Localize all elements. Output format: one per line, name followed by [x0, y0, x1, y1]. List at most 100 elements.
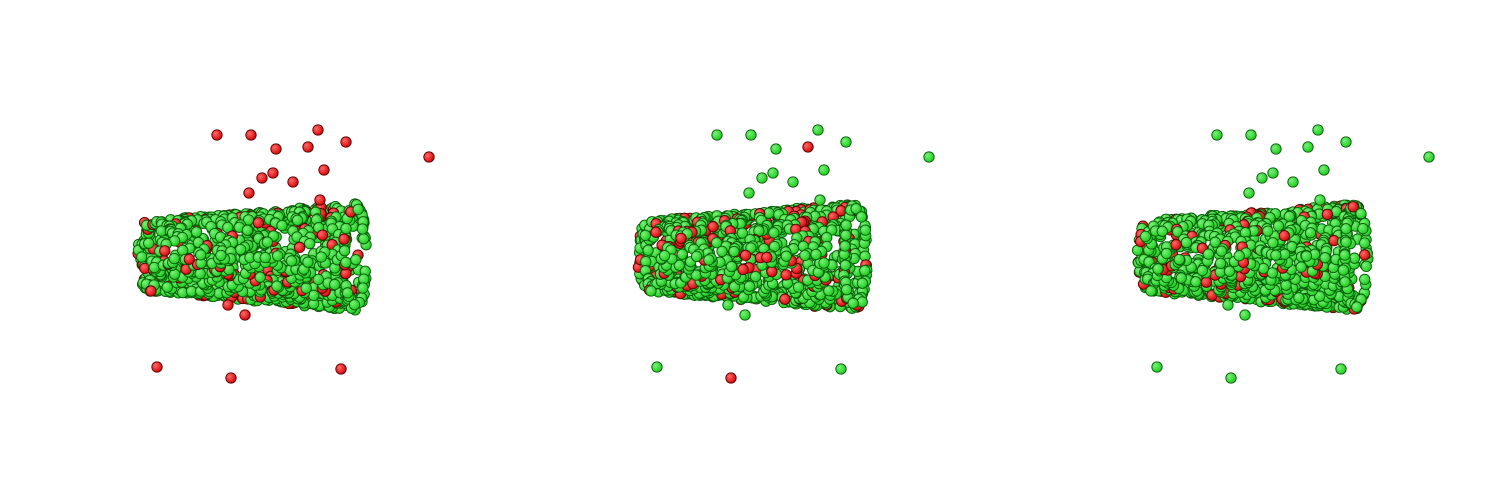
green-point: [358, 233, 370, 245]
green-point: [1266, 267, 1279, 279]
green-point: [341, 287, 354, 299]
green-point: [1160, 247, 1173, 260]
green-point: [1209, 236, 1221, 248]
green-point: [1152, 263, 1164, 275]
green-point: [749, 270, 762, 283]
right-panel: [1000, 0, 1500, 500]
red-outlier-point: [802, 141, 814, 153]
point-cloud-render: [632, 124, 935, 384]
green-point: [1202, 248, 1215, 260]
green-outlier-point: [923, 151, 935, 163]
green-point: [1339, 276, 1351, 288]
red-outlier-point: [222, 299, 234, 311]
green-outlier-point: [1256, 172, 1268, 184]
red-point: [780, 269, 792, 281]
green-outlier-point: [1340, 136, 1352, 148]
green-point: [259, 251, 271, 264]
green-point: [1272, 220, 1285, 232]
green-outlier-point: [1302, 141, 1314, 153]
green-outlier-point: [743, 187, 755, 199]
green-point: [642, 244, 654, 256]
green-point: [1180, 236, 1193, 249]
green-point: [1357, 222, 1369, 235]
green-point: [271, 280, 283, 292]
green-point: [241, 224, 254, 236]
green-point: [357, 282, 369, 294]
green-point: [855, 211, 868, 223]
green-point: [1190, 276, 1202, 288]
green-point: [743, 280, 756, 292]
green-point: [304, 237, 316, 250]
green-point: [261, 236, 274, 248]
green-point: [1280, 279, 1292, 291]
green-point: [1339, 249, 1351, 261]
green-point: [850, 203, 862, 215]
green-point: [639, 229, 651, 242]
green-point: [302, 256, 314, 268]
green-outlier-point: [711, 129, 723, 141]
green-outlier-point: [1222, 299, 1234, 311]
green-point: [143, 237, 155, 249]
red-outlier-point: [243, 187, 255, 199]
red-outlier-point: [211, 129, 223, 141]
red-point: [338, 233, 350, 245]
green-outlier-point: [1314, 194, 1326, 206]
green-point: [340, 256, 352, 269]
green-point: [1196, 264, 1209, 277]
red-outlier-point: [225, 372, 237, 384]
green-point: [136, 251, 148, 263]
green-point: [1304, 227, 1317, 239]
green-point: [348, 299, 361, 311]
green-outlier-point: [1423, 151, 1435, 163]
red-point: [737, 263, 749, 276]
green-point: [1337, 264, 1350, 276]
green-point: [1300, 250, 1313, 262]
green-point: [161, 281, 173, 293]
red-outlier-point: [302, 141, 314, 153]
red-point: [761, 251, 773, 264]
green-point: [1223, 265, 1236, 277]
red-point: [183, 253, 195, 265]
green-point: [1293, 292, 1305, 304]
red-outlier-point: [318, 164, 330, 176]
red-point: [1170, 239, 1182, 251]
green-point: [1233, 250, 1245, 262]
green-outlier-point: [835, 363, 847, 375]
green-outlier-point: [770, 143, 782, 155]
green-point: [234, 243, 247, 256]
red-outlier-point: [270, 143, 282, 155]
red-outlier-point: [340, 136, 352, 148]
red-outlier-point: [267, 167, 279, 179]
green-outlier-point: [745, 129, 757, 141]
green-outlier-point: [739, 309, 751, 321]
red-point: [316, 229, 329, 241]
green-outlier-point: [1312, 124, 1324, 136]
red-point: [293, 241, 306, 254]
green-outlier-point: [722, 299, 734, 311]
point-cloud-render: [132, 124, 435, 384]
red-point: [675, 232, 687, 245]
point-cloud-render: [1131, 124, 1435, 384]
green-outlier-point: [1243, 187, 1255, 199]
green-point: [768, 227, 780, 239]
green-point: [1156, 225, 1168, 237]
green-point: [1359, 273, 1371, 286]
green-point: [1340, 223, 1352, 235]
green-point: [1360, 260, 1372, 273]
red-outlier-point: [725, 372, 737, 384]
green-point: [1175, 272, 1187, 284]
green-point: [315, 251, 327, 263]
green-point: [728, 245, 740, 258]
red-point: [1278, 230, 1291, 242]
green-outlier-point: [812, 124, 824, 136]
green-point: [859, 264, 871, 277]
green-outlier-point: [1211, 129, 1223, 141]
green-point: [690, 250, 703, 263]
green-point: [352, 203, 364, 216]
green-point: [799, 249, 811, 262]
green-point: [818, 257, 830, 269]
green-point: [285, 255, 298, 267]
green-point: [254, 271, 266, 283]
green-outlier-point: [1245, 129, 1257, 141]
